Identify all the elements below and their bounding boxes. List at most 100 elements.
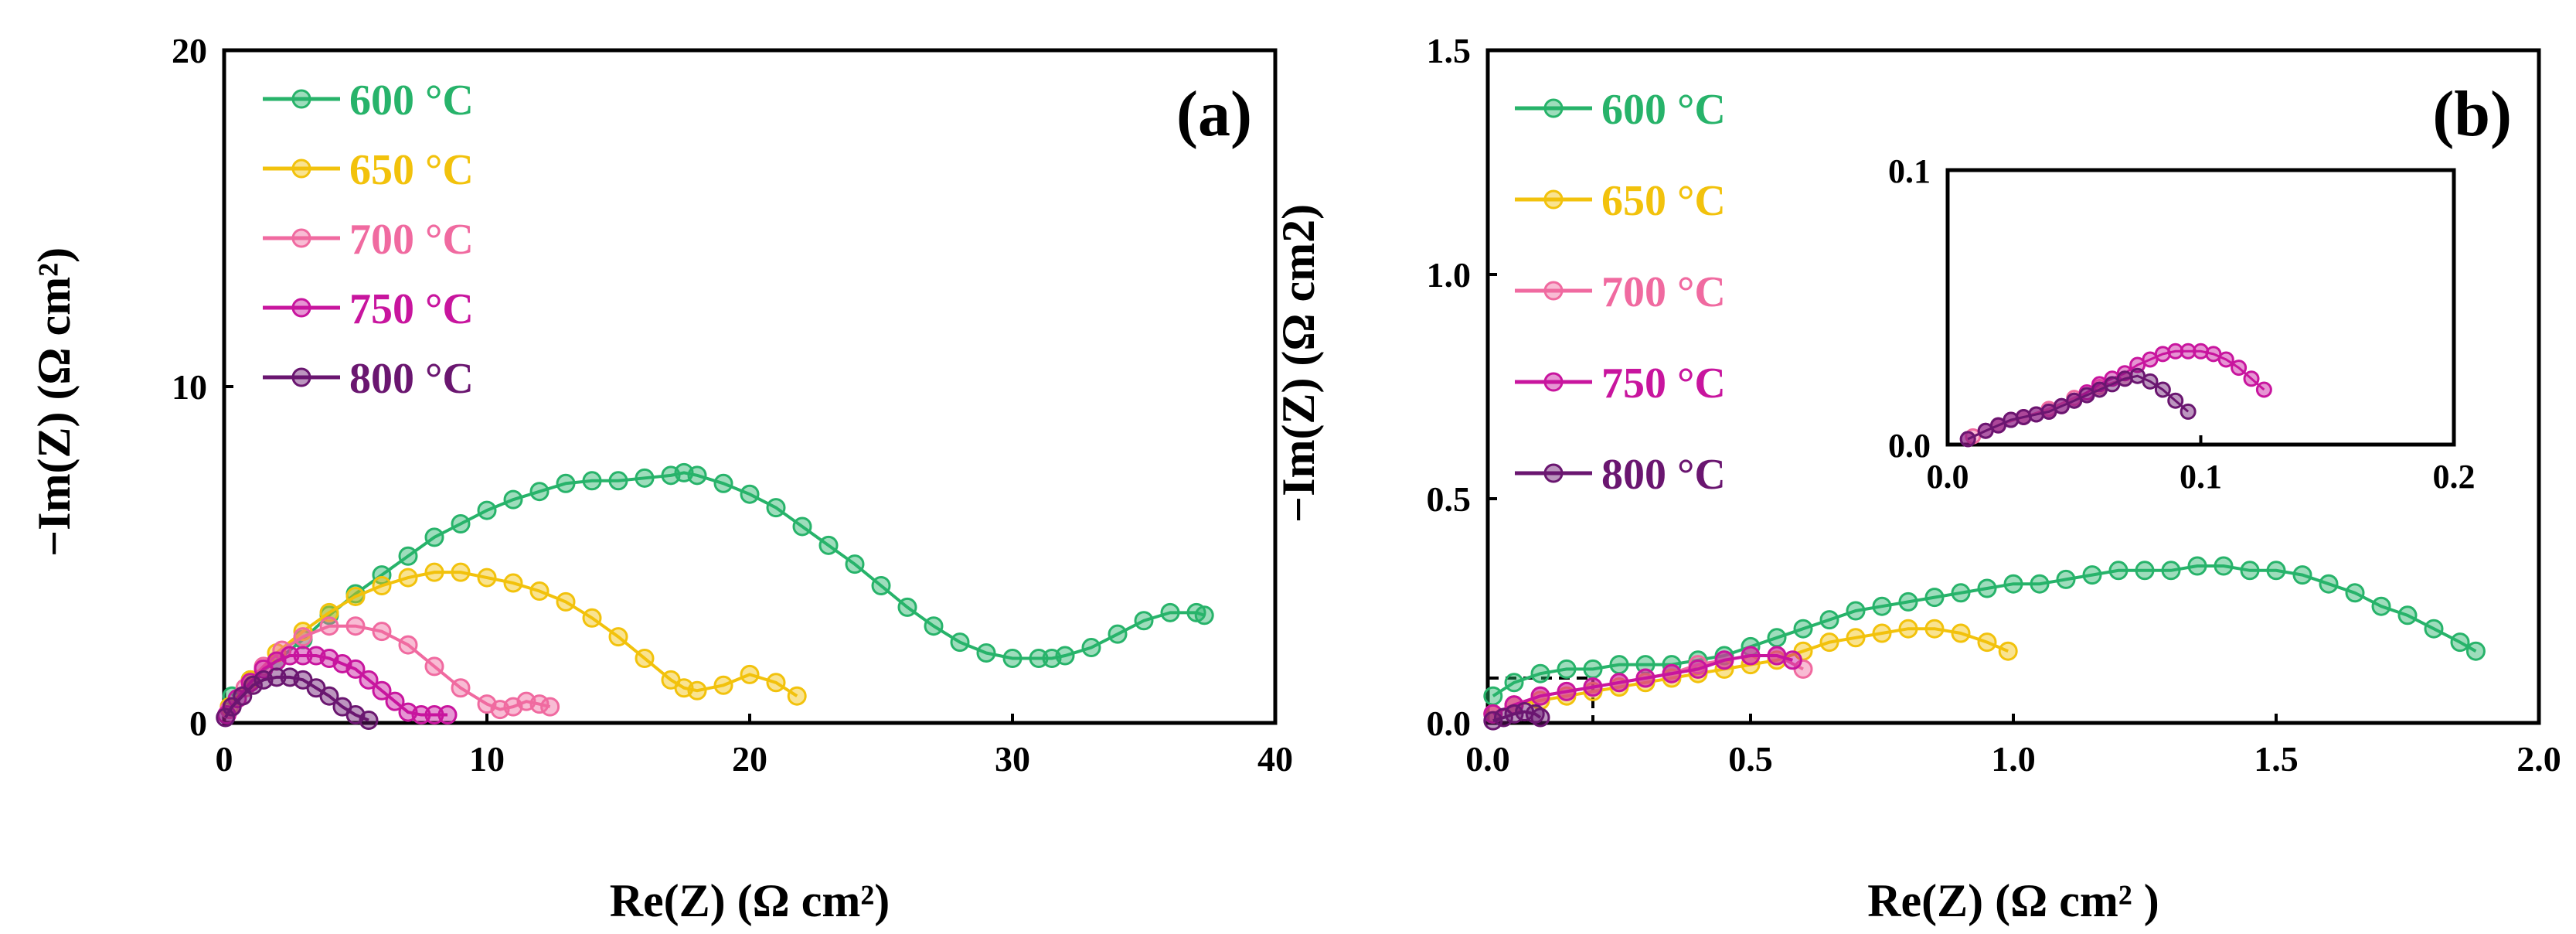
a-data-point bbox=[267, 667, 287, 687]
legend-marker bbox=[291, 367, 311, 387]
a-data-point bbox=[216, 707, 236, 728]
a-data-point bbox=[529, 581, 550, 601]
a-data-point bbox=[713, 473, 733, 493]
a-data-point bbox=[787, 686, 807, 706]
legend-marker bbox=[291, 298, 311, 318]
inset-data-point bbox=[2217, 351, 2234, 368]
panel-b: 0.0 0.5 1.0 1.5 2.0 0.0 0.5 1.0 1.5 600 °C 650 °C… bbox=[1273, 31, 2561, 926]
a-data-point bbox=[713, 675, 733, 695]
a-data-point bbox=[451, 513, 471, 533]
a-data-point bbox=[398, 546, 418, 566]
inset-data-point bbox=[2231, 360, 2248, 377]
a-data-point bbox=[424, 656, 444, 677]
a-data-point bbox=[398, 568, 418, 588]
b-data-point bbox=[2135, 561, 2155, 581]
y-axis-title: −Im(Z) (Ω cm²) bbox=[29, 247, 80, 557]
b-data-point bbox=[2161, 561, 2181, 581]
y-tick-label: 0 bbox=[189, 704, 207, 743]
b-data-point bbox=[1662, 663, 1682, 683]
a-data-point bbox=[556, 591, 576, 612]
a-data-point bbox=[319, 686, 339, 706]
b-data-point bbox=[1977, 578, 1997, 598]
legend-entry: 600 °C bbox=[1515, 86, 1726, 134]
b-data-point bbox=[2345, 583, 2365, 603]
b-data-point bbox=[1767, 646, 1787, 666]
a-data-point bbox=[293, 646, 313, 666]
legend-label: 650 °C bbox=[349, 146, 474, 194]
a-data-point bbox=[1134, 611, 1154, 631]
legend-label: 750 °C bbox=[1601, 360, 1726, 407]
a-data-point bbox=[424, 527, 444, 547]
inset-data-point bbox=[2142, 373, 2159, 390]
a-data-point bbox=[1002, 648, 1023, 668]
legend-marker bbox=[1543, 98, 1564, 118]
a-data-point bbox=[740, 664, 760, 684]
a-data-point bbox=[845, 554, 865, 574]
a-data-point bbox=[897, 597, 917, 617]
legend-marker bbox=[291, 89, 311, 109]
legend: 600 °C 650 °C 700 °C 750 °C 800 °C bbox=[263, 77, 474, 403]
y-tick-label: 0.0 bbox=[1427, 704, 1472, 743]
b-data-point bbox=[1846, 628, 1866, 648]
b-data-point bbox=[2030, 574, 2050, 594]
b-series-600C bbox=[1483, 556, 2486, 706]
b-data-point bbox=[1504, 673, 1524, 693]
x-tick-label: 0.5 bbox=[1728, 739, 1773, 779]
a-data-point bbox=[608, 627, 628, 647]
a-data-point bbox=[398, 635, 418, 655]
a-data-point bbox=[345, 616, 366, 636]
b-data-point bbox=[1530, 707, 1550, 728]
a-data-point bbox=[687, 465, 707, 486]
a-data-point bbox=[243, 675, 263, 695]
legend-marker bbox=[291, 159, 311, 179]
b-data-point bbox=[2214, 556, 2234, 576]
b-data-point bbox=[1998, 641, 2018, 661]
b-series-line bbox=[1492, 654, 1793, 716]
a-data-point bbox=[345, 659, 366, 679]
b-data-point bbox=[1951, 623, 1971, 643]
y-tick-label: 10 bbox=[172, 367, 207, 407]
b-data-point bbox=[1583, 659, 1603, 679]
a-data-point bbox=[1055, 646, 1075, 666]
a-data-point bbox=[1081, 638, 1101, 658]
b-data-point bbox=[1782, 650, 1802, 670]
y-tick-label: 1.5 bbox=[1427, 31, 1472, 70]
legend-entry: 800 °C bbox=[263, 355, 474, 403]
b-data-point bbox=[1714, 650, 1734, 670]
b-data-point bbox=[1898, 619, 1918, 639]
a-data-point bbox=[424, 562, 444, 582]
b-data-point bbox=[1530, 686, 1550, 706]
b-data-point bbox=[1741, 646, 1761, 666]
a-data-point bbox=[451, 562, 471, 582]
legend-entry: 600 °C bbox=[263, 77, 474, 124]
x-tick-label: 0 bbox=[216, 739, 233, 779]
b-series-800C bbox=[1483, 702, 1550, 731]
legend-entry: 750 °C bbox=[1515, 360, 1726, 407]
legend-entry: 800 °C bbox=[1515, 451, 1726, 499]
x-tick-label: 10 bbox=[469, 739, 505, 779]
a-data-point bbox=[924, 616, 944, 636]
a-data-point bbox=[871, 576, 891, 596]
b-data-point bbox=[1483, 711, 1503, 731]
legend-entry: 700 °C bbox=[263, 216, 474, 264]
panel-label: (a) bbox=[1176, 78, 1252, 150]
a-data-point bbox=[451, 678, 471, 698]
a-data-point bbox=[293, 627, 313, 647]
legend-label: 800 °C bbox=[1601, 451, 1726, 499]
legend-marker bbox=[1543, 372, 1564, 392]
a-data-point bbox=[411, 705, 431, 725]
inset-x-tick-label: 0.0 bbox=[1927, 458, 1969, 496]
b-data-point bbox=[1583, 677, 1603, 697]
x-tick-label: 20 bbox=[732, 739, 767, 779]
b-data-point bbox=[1951, 583, 1971, 603]
x-axis-title: Re(Z) (Ω cm²) bbox=[610, 875, 890, 926]
a-data-point bbox=[477, 500, 497, 520]
b-data-point bbox=[1557, 659, 1577, 679]
a-data-point bbox=[319, 602, 339, 622]
b-data-point bbox=[1609, 673, 1629, 693]
a-data-point bbox=[766, 673, 786, 693]
inset-x-tick-label: 0.1 bbox=[2180, 458, 2222, 496]
inset-frame bbox=[1945, 168, 2456, 447]
b-data-point bbox=[1898, 591, 1918, 612]
b-data-point bbox=[2292, 565, 2312, 585]
